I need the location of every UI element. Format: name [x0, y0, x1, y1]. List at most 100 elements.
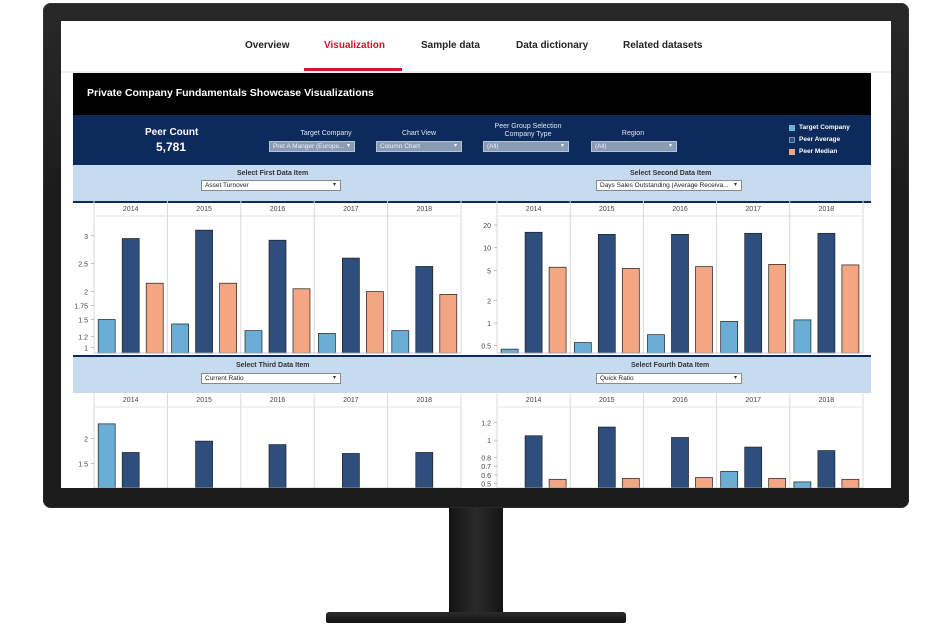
bar-peer-average: [342, 257, 360, 354]
y-tick-label: 3: [84, 234, 88, 241]
bar-peer-average: [268, 239, 287, 354]
bar-peer-average: [671, 437, 689, 488]
peer-count-value: 5,781: [156, 140, 187, 154]
bar-peer-median: [548, 478, 567, 488]
tabs-divider: [61, 71, 891, 73]
fourth-item-select[interactable]: Quick Ratio ▾: [596, 373, 742, 384]
bar-peer-average: [744, 232, 763, 354]
x-category-label: 2015: [196, 206, 212, 213]
bar-peer-median: [621, 268, 640, 354]
bar-peer-median: [219, 282, 237, 354]
third-item-select[interactable]: Current Ratio ▾: [201, 373, 341, 384]
bar-peer-average: [415, 452, 434, 488]
y-tick-label: 2: [487, 298, 491, 305]
x-category-label: 2015: [599, 206, 615, 213]
x-category-label: 2018: [417, 206, 433, 213]
bar-peer-average: [121, 238, 140, 354]
fourth-item-label: Select Fourth Data Item: [631, 362, 710, 369]
first-item-select[interactable]: Asset Turnover ▾: [201, 180, 341, 191]
chevron-down-icon: ▾: [346, 143, 350, 149]
monitor-stand-base: [326, 612, 626, 623]
y-tick-label: 0.6: [481, 473, 491, 480]
y-tick-label: 0.8: [481, 456, 491, 463]
bar-peer-median: [621, 478, 640, 488]
tab-related-datasets[interactable]: Related datasets: [623, 40, 703, 51]
bar-target-company: [647, 334, 665, 354]
selector-bar-top: Select First Data Item Asset Turnover ▾ S…: [73, 165, 871, 201]
bar-target-company: [97, 423, 116, 488]
target-company-label: Target Company: [300, 130, 352, 137]
bar-target-company: [391, 330, 410, 354]
bar-peer-average: [744, 446, 763, 488]
monitor-stand-neck: [449, 508, 503, 613]
y-tick-label: 5: [487, 268, 491, 275]
bar-peer-median: [841, 478, 860, 488]
chevron-down-icon: ▾: [668, 143, 672, 149]
chevron-down-icon: ▾: [733, 182, 737, 188]
tab-sample-data[interactable]: Sample data: [421, 40, 480, 51]
bar-peer-median: [145, 282, 164, 354]
active-tab-indicator: [304, 68, 402, 71]
peer-count-label: Peer Count: [145, 127, 199, 138]
bar-target-company: [318, 333, 336, 354]
y-tick-label: 1.75: [74, 304, 88, 311]
y-tick-label: 1.5: [78, 461, 88, 468]
screen: Overview Visualization Sample data Data …: [61, 21, 891, 488]
first-item-label: Select First Data Item: [237, 170, 309, 177]
y-tick-label: 1.2: [481, 421, 491, 428]
y-tick-label: 20: [483, 223, 491, 230]
bar-peer-median: [548, 266, 567, 354]
legend-peer-average: Peer Average: [789, 136, 840, 143]
bar-peer-average: [121, 452, 140, 488]
y-tick-label: 0.5: [481, 344, 491, 351]
bar-peer-average: [671, 234, 689, 354]
third-item-label: Select Third Data Item: [236, 362, 310, 369]
second-item-select[interactable]: Days Sales Outstanding (Average Receiva.…: [596, 180, 742, 191]
y-tick-label: 1.2: [78, 334, 88, 341]
x-category-label: 2014: [526, 206, 542, 213]
region-label: Region: [621, 130, 645, 137]
bar-target-company: [500, 348, 519, 354]
y-tick-label: 10: [483, 246, 491, 253]
tab-overview[interactable]: Overview: [245, 40, 290, 51]
chevron-down-icon: ▾: [733, 375, 737, 381]
bar-peer-median: [695, 266, 713, 354]
x-category-label: 2018: [417, 397, 433, 404]
legend-swatch: [789, 125, 795, 131]
bar-target-company: [97, 319, 116, 354]
x-category-label: 2016: [270, 206, 286, 213]
section-rule: [73, 201, 871, 203]
y-tick-label: 2: [84, 290, 88, 297]
y-tick-label: 2.5: [78, 262, 88, 269]
nav-tabs: Overview Visualization Sample data Data …: [61, 21, 891, 71]
filter-bar: Peer Count 5,781 Target Company Pret A M…: [73, 115, 871, 165]
y-tick-label: 0.5: [481, 482, 491, 488]
region-select[interactable]: (All) ▾: [591, 141, 677, 152]
tab-data-dictionary[interactable]: Data dictionary: [516, 40, 589, 51]
bar-peer-average: [817, 450, 836, 488]
dashboard-title: Private Company Fundamentals Showcase Vi…: [87, 87, 374, 99]
target-company-select[interactable]: Pret A Manger (Europe... ▾: [269, 141, 355, 152]
x-category-label: 2017: [343, 397, 359, 404]
bar-peer-average: [342, 453, 360, 488]
chevron-down-icon: ▾: [332, 182, 336, 188]
chevron-down-icon: ▾: [453, 143, 457, 149]
company-type-label: Company Type: [504, 131, 552, 138]
x-category-label: 2017: [745, 397, 761, 404]
bar-peer-median: [366, 291, 384, 354]
bar-target-company: [171, 323, 189, 354]
tab-visualization[interactable]: Visualization: [324, 40, 385, 51]
bar-peer-average: [195, 229, 213, 354]
chart-view-select[interactable]: Column Chart ▾: [376, 141, 462, 152]
legend-swatch: [789, 137, 795, 143]
bar-peer-median: [768, 478, 787, 488]
bar-peer-average: [597, 426, 616, 488]
company-type-select[interactable]: (All) ▾: [483, 141, 569, 152]
y-tick-label: 1: [487, 438, 491, 445]
bar-peer-median: [292, 288, 311, 354]
x-category-label: 2017: [745, 206, 761, 213]
chevron-down-icon: ▾: [332, 375, 336, 381]
section-rule: [73, 355, 871, 357]
bar-target-company: [720, 321, 739, 354]
bar-peer-average: [195, 440, 213, 488]
